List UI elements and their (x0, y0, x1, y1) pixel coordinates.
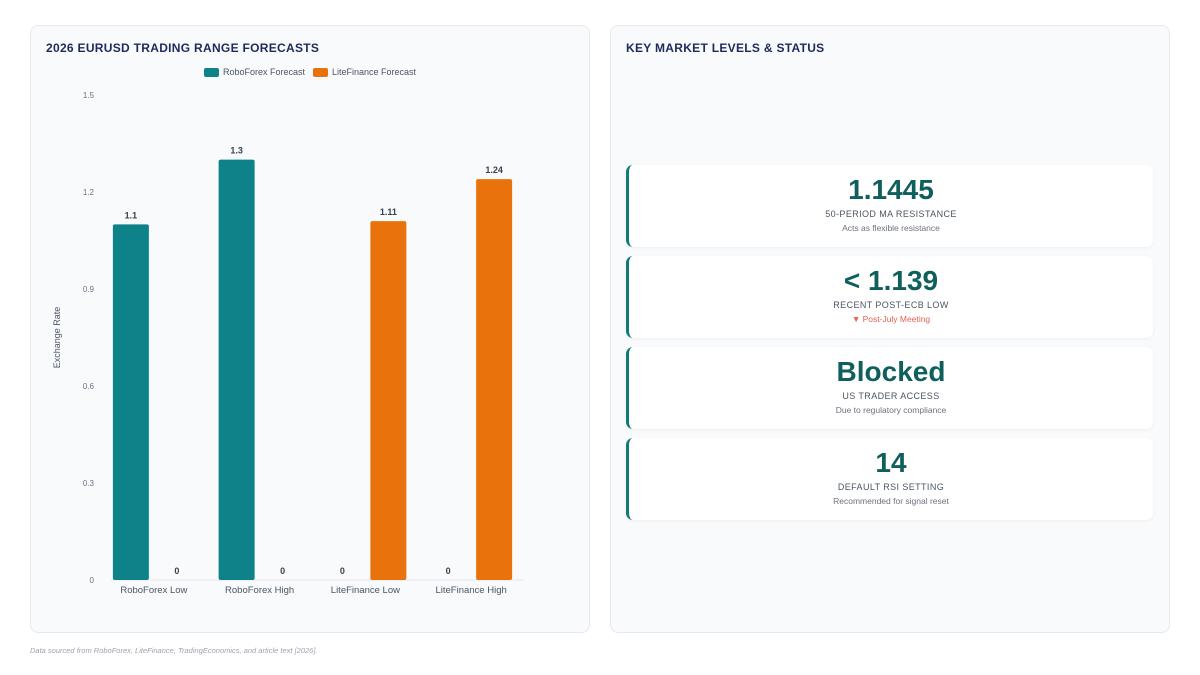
x-tick-label: RoboForex Low (120, 585, 187, 596)
y-tick-label: 0.6 (83, 382, 95, 391)
kpi-label: US TRADER ACCESS (842, 391, 940, 401)
kpi-card-post-ecb-low: < 1.139 RECENT POST-ECB LOW ▼ Post-July … (626, 256, 1153, 338)
kpi-subtext-alert: ▼ Post-July Meeting (851, 314, 931, 324)
data-label: 0 (340, 566, 345, 576)
kpi-subtext: Recommended for signal reset (833, 496, 949, 506)
data-label: 1.3 (230, 146, 243, 156)
data-label: 1.1 (125, 210, 138, 220)
legend-swatch-litefinance (313, 67, 328, 77)
source-footnote: Data sourced from RoboForex, LiteFinance… (30, 646, 318, 655)
legend-item-roboforex[interactable]: RoboForex Forecast (203, 67, 305, 77)
bar (218, 159, 255, 580)
kpi-card-us-trader-access: Blocked US TRADER ACCESS Due to regulato… (626, 347, 1153, 429)
data-label: 0 (446, 566, 451, 576)
kpi-card-rsi-setting: 14 DEFAULT RSI SETTING Recommended for s… (626, 438, 1153, 520)
key-levels-panel: KEY MARKET LEVELS & STATUS 1.1445 50-PER… (610, 25, 1170, 633)
kpi-value: 1.1445 (848, 174, 934, 205)
bar (476, 179, 513, 581)
kpi-value: 14 (875, 447, 907, 478)
kpi-label: DEFAULT RSI SETTING (837, 482, 945, 492)
legend-swatch-roboforex (203, 67, 219, 77)
chart-legend: RoboForex Forecast LiteFinance Forecast (31, 67, 589, 77)
kpi-subtext: Due to regulatory compliance (835, 405, 947, 415)
bar (112, 224, 149, 581)
data-label: 0 (280, 566, 285, 576)
y-tick-label: 0.3 (83, 479, 95, 488)
data-label: 0 (174, 566, 179, 576)
y-tick-label: 1.2 (83, 188, 95, 197)
legend-label-litefinance: LiteFinance Forecast (332, 67, 417, 77)
x-tick-label: LiteFinance High (435, 585, 506, 596)
legend-label-roboforex: RoboForex Forecast (222, 67, 305, 77)
key-levels-title: KEY MARKET LEVELS & STATUS (626, 41, 825, 55)
data-label: 1.11 (380, 207, 397, 217)
bar-chart: 0 0.3 0.6 0.9 1.2 1.5 Exchange Rate 1.1 0 RoboFor… (52, 91, 524, 596)
kpi-label: RECENT POST-ECB LOW (833, 300, 949, 310)
kpi-label: 50-PERIOD MA RESISTANCE (825, 209, 957, 219)
forecast-chart-panel: 2026 EURUSD TRADING RANGE FORECASTS Robo… (30, 25, 590, 633)
kpi-value: < 1.139 (843, 265, 939, 296)
kpi-value: Blocked (836, 356, 946, 387)
data-label: 1.24 (485, 165, 503, 175)
legend-item-litefinance[interactable]: LiteFinance Forecast (313, 67, 416, 77)
x-tick-label: LiteFinance Low (331, 585, 400, 596)
y-axis-title: Exchange Rate (52, 307, 62, 369)
y-tick-label: 0 (90, 576, 95, 585)
y-tick-label: 1.5 (83, 91, 95, 100)
kpi-card-ma-resistance: 1.1445 50-PERIOD MA RESISTANCE Acts as f… (626, 165, 1153, 247)
y-tick-label: 0.9 (83, 285, 95, 294)
x-tick-label: RoboForex High (225, 585, 294, 596)
kpi-subtext: Acts as flexible resistance (842, 223, 940, 233)
bar (370, 221, 407, 580)
chart-title: 2026 EURUSD TRADING RANGE FORECASTS (46, 41, 320, 55)
